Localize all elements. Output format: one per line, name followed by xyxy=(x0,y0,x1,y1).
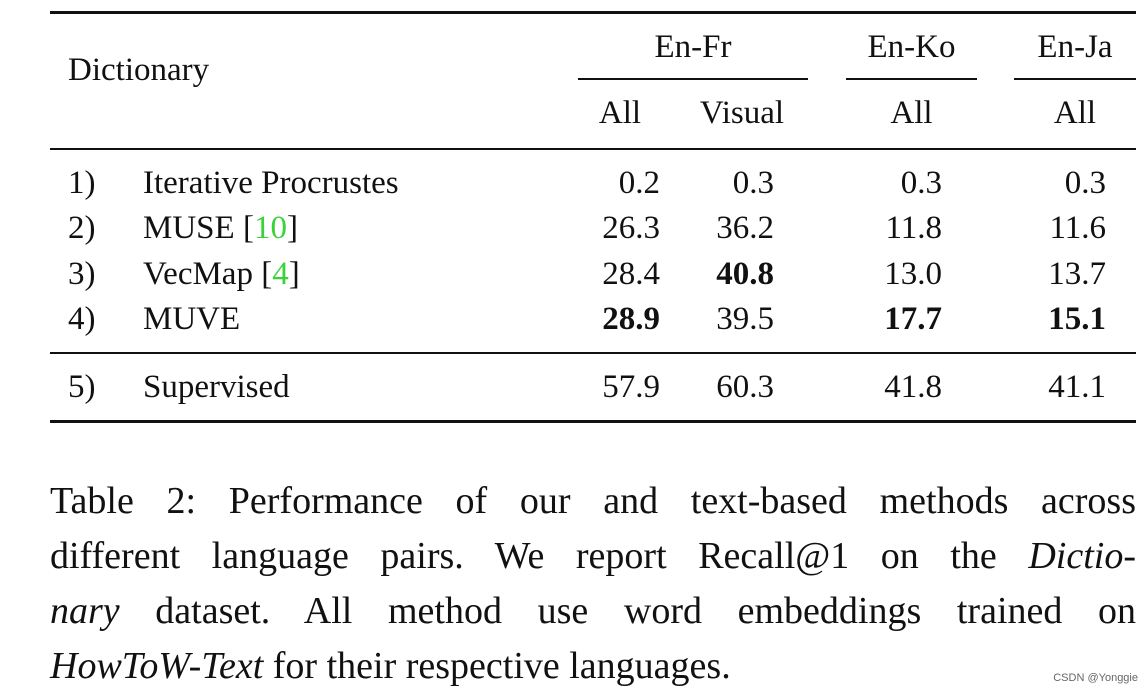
bottom-rule xyxy=(50,420,1136,423)
method-name: Iterative Procrustes xyxy=(143,165,399,201)
row-method: MUVE xyxy=(143,303,240,336)
en-ko-cmidrule xyxy=(846,78,977,80)
cell-en-fr-all: 28.4 xyxy=(602,256,660,292)
subheader-en-fr-visual: Visual xyxy=(699,95,785,131)
cell-en-fr-visual: 0.3 xyxy=(732,165,774,201)
cell-en-ko-all: 11.8 xyxy=(885,210,942,246)
header-rule xyxy=(50,148,1136,150)
cell-en-ja-all: 11.6 xyxy=(1049,210,1106,246)
caption-italic: HowToW-Text xyxy=(50,645,264,687)
cell-en-ja-all: 0.3 xyxy=(1064,165,1106,201)
supervised-rule xyxy=(50,352,1136,354)
cell-en-ja-all-best: 15.1 xyxy=(1048,301,1106,337)
citation-link[interactable]: 4 xyxy=(272,256,289,292)
cell-en-ja-all: 41.1 xyxy=(1048,369,1106,405)
subheader-en-fr-all: All xyxy=(598,95,642,131)
method-name: MUSE xyxy=(143,210,235,246)
caption-line-2: different language pairs. We report Reca… xyxy=(50,529,1136,584)
row-index: 5) xyxy=(68,369,96,405)
group-header-en-fr: En-Fr xyxy=(654,29,732,65)
caption-text: different language pairs. We report Reca… xyxy=(50,535,1029,577)
cell-en-fr-visual: 36.2 xyxy=(716,210,774,246)
row-index: 1) xyxy=(68,165,96,201)
row-method: Supervised xyxy=(143,371,290,404)
method-name: Supervised xyxy=(143,369,290,405)
method-name: VecMap xyxy=(143,256,253,292)
cell-en-fr-visual: 39.5 xyxy=(716,301,774,337)
en-fr-cmidrule xyxy=(578,78,808,80)
subheader-en-ja-all: All xyxy=(1053,95,1097,131)
group-header-en-ja: En-Ja xyxy=(1037,29,1113,65)
row-index: 2) xyxy=(68,210,96,246)
top-rule xyxy=(50,11,1136,14)
watermark: CSDN @Yonggie xyxy=(1053,672,1138,684)
cell-en-ko-all: 0.3 xyxy=(900,165,942,201)
cell-en-fr-all: 0.2 xyxy=(618,165,660,201)
row-method: Iterative Procrustes xyxy=(143,167,399,200)
caption-text: for their respective languages. xyxy=(263,645,731,687)
en-ja-cmidrule xyxy=(1014,78,1136,80)
caption-text: dataset. All method use word embeddings … xyxy=(119,590,1136,632)
row-index: 3) xyxy=(68,256,96,292)
cell-en-fr-visual: 60.3 xyxy=(716,369,774,405)
row-index: 4) xyxy=(68,301,96,337)
cell-en-ko-all-best: 17.7 xyxy=(884,301,942,337)
cell-en-ja-all: 13.7 xyxy=(1048,256,1106,292)
method-name: MUVE xyxy=(143,301,241,337)
dictionary-header: Dictionary xyxy=(68,52,210,88)
cell-en-ko-all: 13.0 xyxy=(884,256,942,292)
table-caption: Table 2: Performance of our and text-bas… xyxy=(50,474,1136,694)
cell-en-ko-all: 41.8 xyxy=(884,369,942,405)
citation-link[interactable]: 10 xyxy=(253,210,287,246)
caption-line-1: Table 2: Performance of our and text-bas… xyxy=(50,480,1136,522)
caption-line-4: HowToW-Text for their respective languag… xyxy=(50,639,1136,694)
cell-en-fr-all: 26.3 xyxy=(602,210,660,246)
caption-line-3: nary dataset. All method use word embedd… xyxy=(50,584,1136,639)
caption-italic: nary xyxy=(50,590,120,632)
group-header-en-ko: En-Ko xyxy=(867,29,956,65)
caption-italic: Dictio- xyxy=(1028,535,1136,577)
row-method: MUSE [10] xyxy=(143,210,298,246)
cell-en-fr-visual-best: 40.8 xyxy=(716,256,774,292)
subheader-en-ko-all: All xyxy=(890,95,933,131)
cell-en-fr-all-best: 28.9 xyxy=(602,301,660,337)
cell-en-fr-all: 57.9 xyxy=(602,369,660,405)
row-method: VecMap [4] xyxy=(143,256,300,292)
